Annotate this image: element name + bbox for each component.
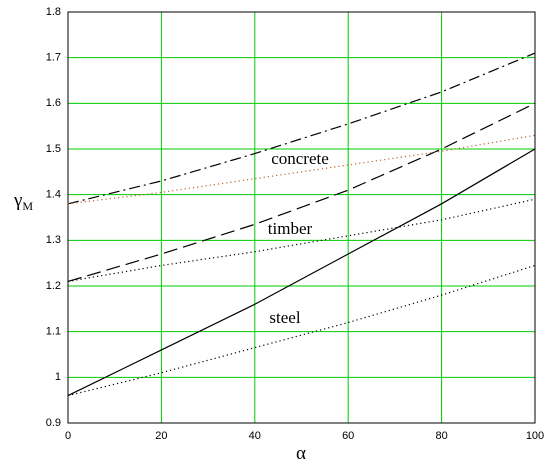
y-axis-label-subscript: M: [22, 199, 33, 213]
x-tick-label: 60: [342, 430, 354, 442]
y-tick-label: 0.9: [46, 417, 61, 429]
x-tick-label: 0: [65, 430, 71, 442]
series-line: [67, 264, 536, 397]
plot-frame: [67, 11, 536, 424]
y-axis-label: γM: [13, 190, 33, 213]
y-tick-label: 1.4: [46, 189, 61, 201]
series-line: [67, 148, 536, 397]
y-tick-label: 1.8: [46, 6, 61, 18]
series-line: [67, 134, 536, 205]
series-line: [67, 102, 536, 283]
x-tick-label: 40: [249, 430, 261, 442]
annotation: steel: [269, 308, 300, 327]
x-tick-label: 20: [155, 430, 167, 442]
x-axis-label: α: [296, 443, 306, 464]
annotation: concrete: [271, 149, 329, 168]
y-tick-label: 1.3: [46, 234, 61, 246]
y-tick-label: 1.2: [46, 280, 61, 292]
y-tick-label: 1.1: [46, 326, 61, 338]
y-tick-label: 1: [55, 371, 61, 383]
y-tick-label: 1.5: [46, 143, 61, 155]
x-tick-label: 100: [526, 430, 544, 442]
x-tick-label: 80: [435, 430, 447, 442]
series-line: [67, 52, 536, 205]
y-tick-label: 1.7: [46, 52, 61, 64]
annotation: timber: [268, 219, 313, 238]
y-tick-label: 1.6: [46, 97, 61, 109]
y-axis-label-symbol: γ: [13, 190, 22, 211]
